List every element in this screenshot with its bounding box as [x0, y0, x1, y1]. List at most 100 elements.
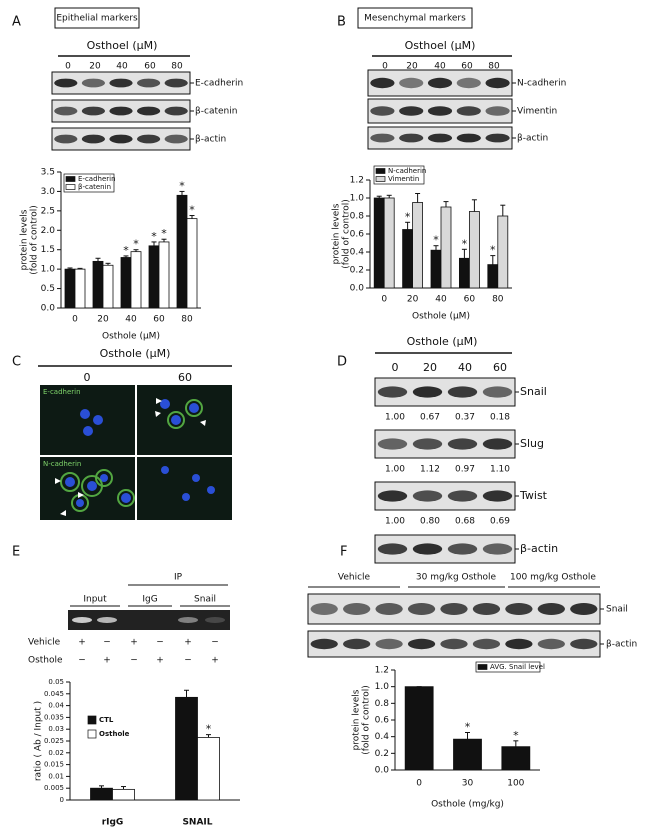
band: [412, 438, 443, 450]
y-tick-label: 1.0: [350, 194, 365, 204]
y-tick-label: 0.015: [44, 761, 64, 769]
x-tick-label: 80: [181, 315, 193, 325]
y-tick-label: 0.0: [41, 304, 56, 314]
panel-letter: F: [340, 545, 347, 560]
quantification: 1.00: [385, 465, 405, 475]
micrographs: [40, 385, 232, 520]
band: [537, 603, 565, 615]
significance: *: [433, 234, 439, 247]
error-bar: [443, 201, 449, 207]
legend-label: β-catenin: [78, 183, 111, 191]
y-tick-label: 0.0: [350, 284, 365, 294]
lane-label: 60: [493, 361, 507, 374]
stain-label: N-cadherin: [43, 460, 81, 468]
quantification: 1.10: [490, 465, 510, 475]
x-tick-label: rIgG: [102, 818, 124, 828]
error-bar: [151, 241, 157, 246]
blot-label: Slug: [520, 437, 544, 450]
significance: *: [133, 238, 139, 251]
band: [456, 77, 481, 89]
significance: *: [490, 244, 496, 257]
error-bar: [121, 786, 126, 790]
panel-letter: C: [12, 355, 21, 370]
sign: +: [184, 638, 192, 648]
band: [54, 78, 78, 88]
sign: +: [103, 656, 111, 666]
band: [407, 638, 436, 650]
legend-label: N-cadherin: [388, 167, 426, 175]
blot-label: β-catenin: [195, 107, 237, 117]
treatment-label: Osthoel (μM): [405, 39, 476, 52]
bar: [90, 787, 113, 801]
x-axis-label: Osthole (μM): [412, 312, 470, 322]
significance: *: [465, 721, 471, 734]
bar: [412, 202, 424, 289]
significance: *: [206, 723, 212, 736]
band: [109, 78, 133, 88]
band: [399, 77, 424, 89]
y-tick-label: 0.2: [375, 749, 389, 759]
row-label: Osthole: [28, 656, 63, 666]
significance: *: [513, 729, 519, 742]
x-tick-label: 60: [464, 295, 476, 305]
band: [54, 106, 78, 116]
y-tick-label: 0.04: [48, 702, 64, 710]
band: [164, 106, 188, 116]
bar: [430, 249, 442, 289]
lane-label: 20: [423, 361, 437, 374]
legend-swatch: [477, 664, 488, 670]
legend-label: CTL: [99, 716, 114, 724]
band: [447, 543, 478, 555]
error-bar: [179, 190, 185, 196]
band: [485, 77, 510, 89]
quantification: 1.00: [385, 517, 405, 527]
x-tick-label: 20: [97, 315, 109, 325]
bar: [148, 245, 160, 309]
y-tick-label: 0.6: [375, 716, 390, 726]
error-bar: [77, 267, 83, 270]
bar: [158, 241, 170, 309]
quantification: 0.97: [455, 465, 475, 475]
group-label: Snail: [194, 595, 216, 605]
band: [97, 617, 117, 623]
significance: *: [151, 230, 157, 243]
label-box: [357, 7, 473, 29]
band: [570, 638, 598, 650]
bar: [383, 197, 395, 289]
legend-label: Vimentin: [388, 175, 419, 183]
band: [412, 543, 443, 555]
blot-label: E-cadherin: [195, 79, 243, 89]
y-tick-label: 0.2: [350, 266, 364, 276]
band: [482, 386, 513, 398]
blot-label: Snail: [520, 385, 547, 398]
bar: [458, 257, 470, 289]
band: [399, 133, 424, 143]
x-tick-label: SNAIL: [182, 818, 212, 828]
bar: [74, 268, 86, 309]
legend-swatch: [65, 176, 76, 182]
y-tick-label: 0.8: [350, 212, 365, 222]
band: [447, 386, 478, 398]
quantification: 0.68: [455, 517, 475, 527]
group-label: 100 mg/kg Osthole: [510, 573, 596, 583]
blot-label: β-actin: [195, 135, 226, 145]
blot-label: N-cadherin: [517, 79, 566, 89]
x-axis-label: Osthole (μM): [102, 332, 160, 342]
band: [310, 603, 338, 615]
band: [81, 78, 105, 88]
group-label: 30 mg/kg Osthole: [416, 573, 497, 583]
y-tick-label: 0.0: [375, 766, 390, 776]
band: [343, 603, 371, 615]
quantification: 0.37: [455, 413, 475, 423]
band: [370, 133, 395, 143]
bar: [402, 229, 414, 289]
band: [427, 106, 453, 116]
lane-label: 20: [89, 62, 101, 72]
band: [377, 438, 408, 450]
band: [310, 638, 338, 650]
band: [377, 386, 408, 398]
y-tick-label: 0.03: [48, 725, 64, 733]
band: [440, 603, 468, 615]
ip-label: IP: [174, 573, 183, 583]
